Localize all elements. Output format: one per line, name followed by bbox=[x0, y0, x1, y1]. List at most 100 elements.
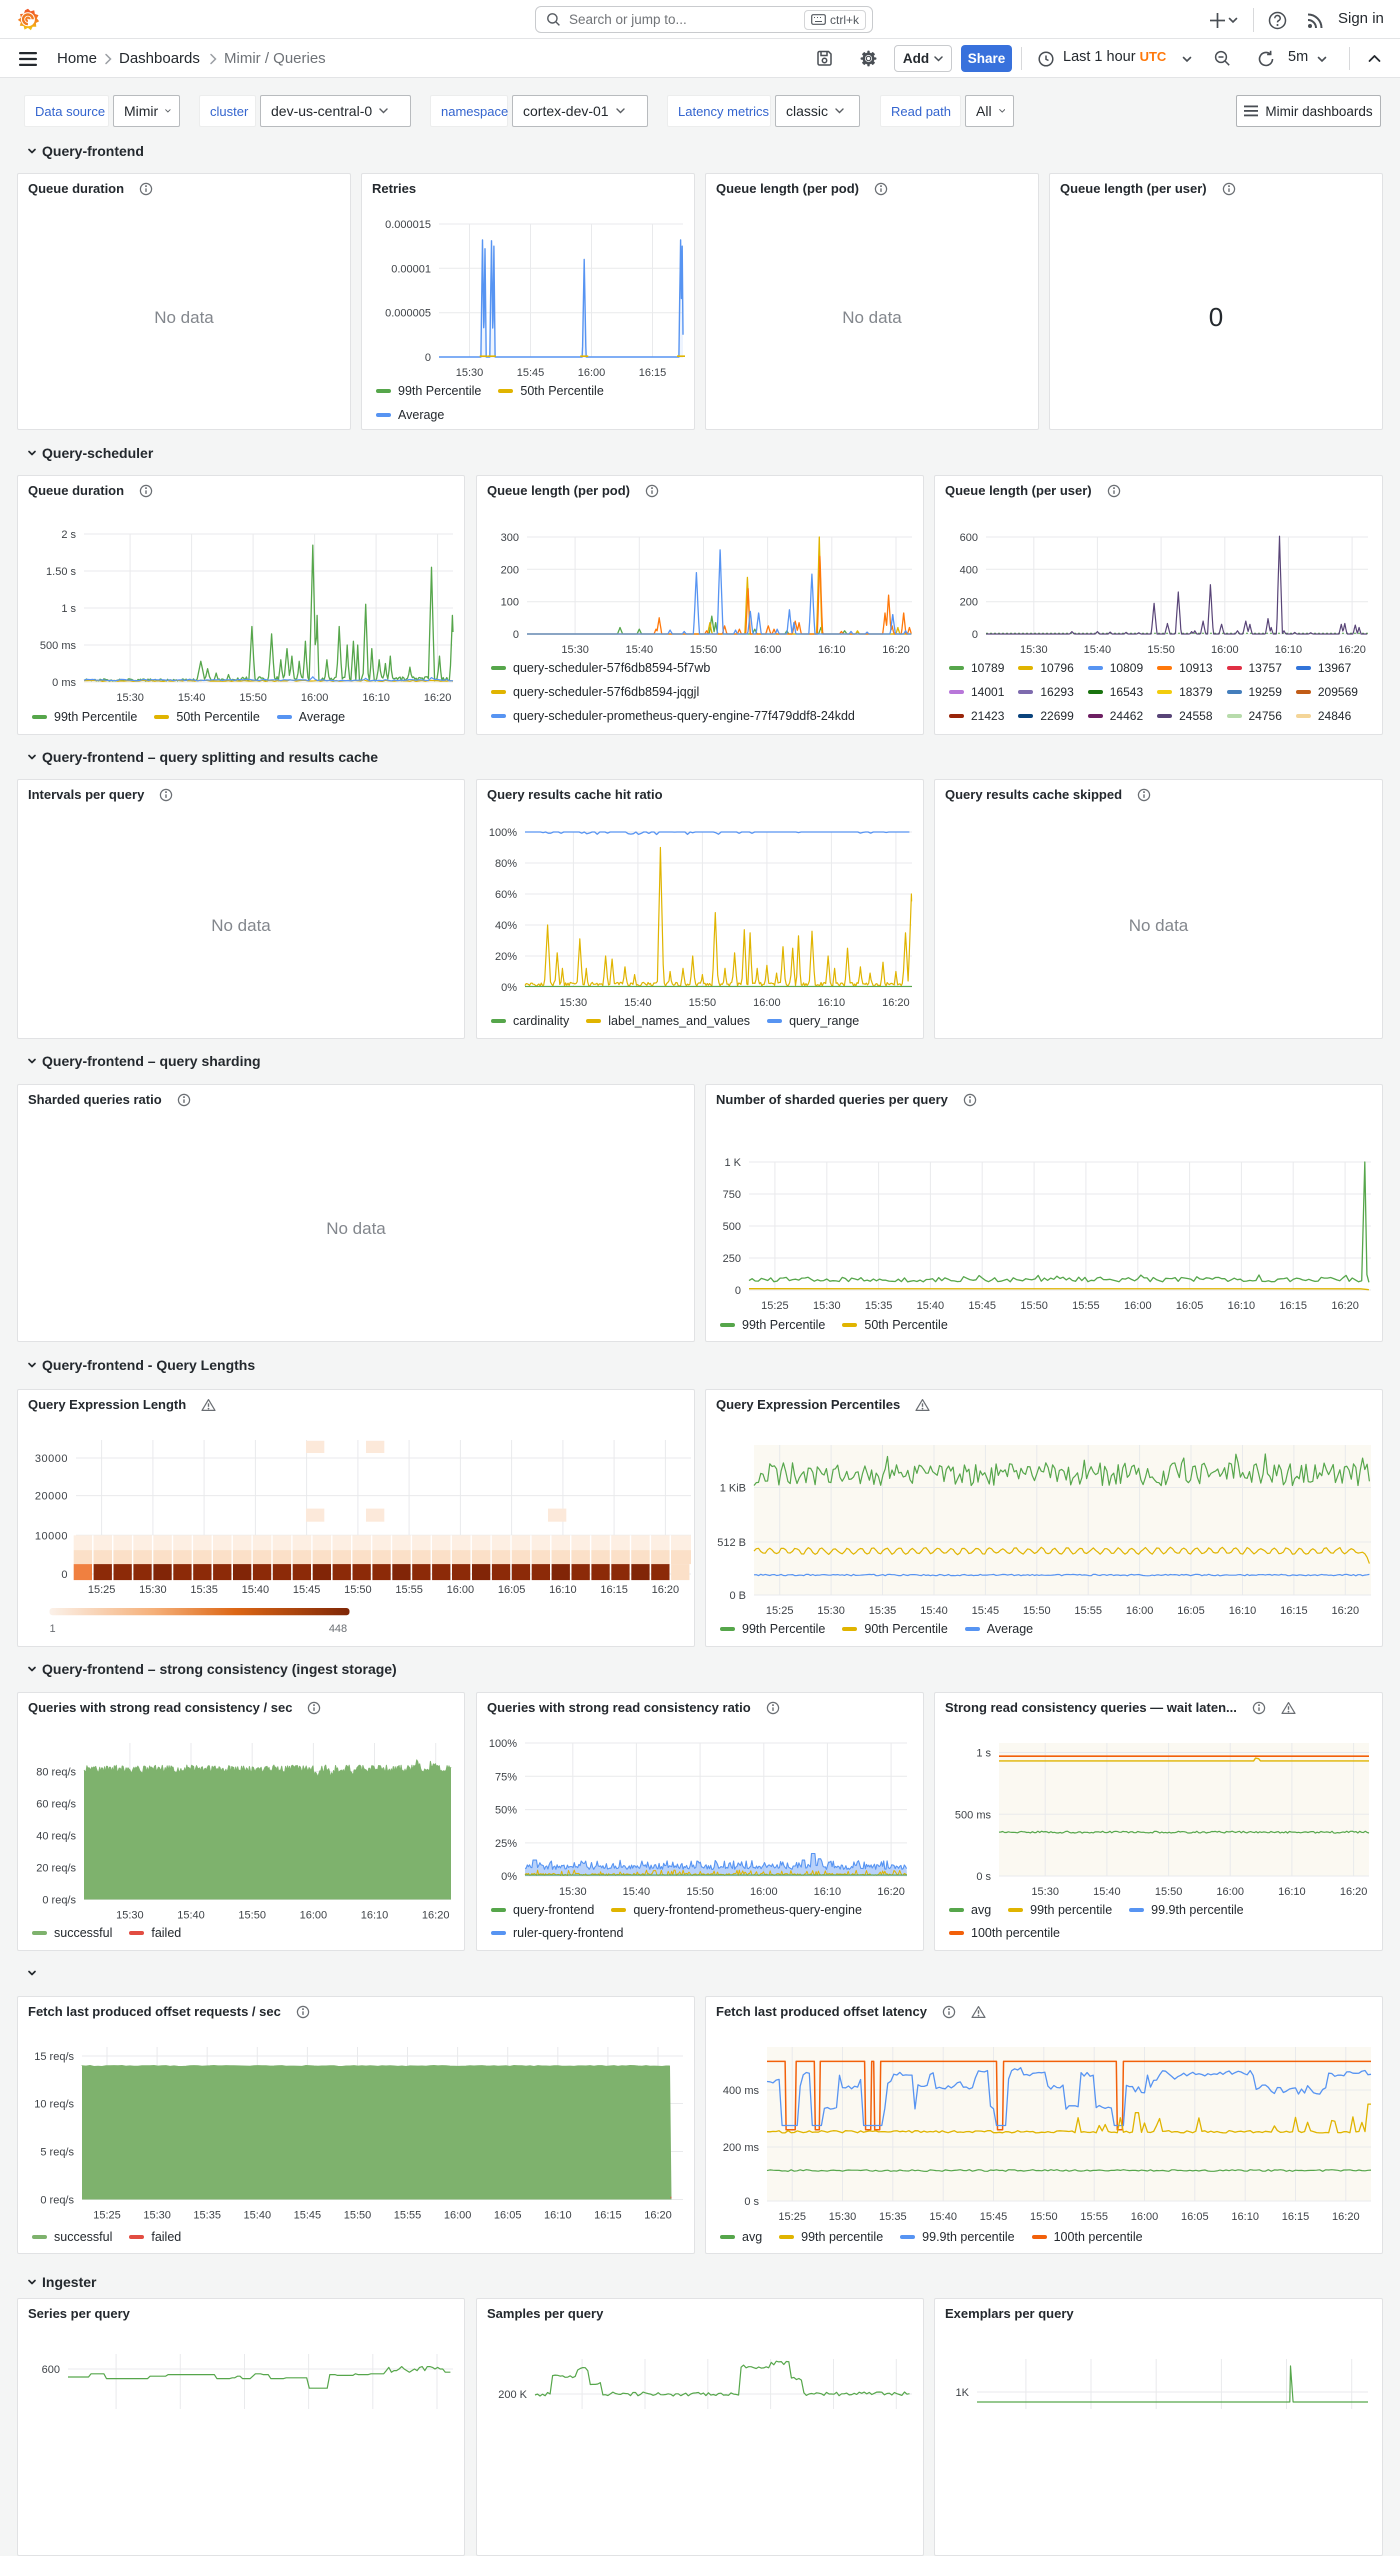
svg-text:15:55: 15:55 bbox=[1072, 1300, 1100, 1312]
svg-text:16:20: 16:20 bbox=[1331, 1300, 1359, 1312]
svg-text:16:20: 16:20 bbox=[1332, 2211, 1360, 2223]
svg-text:100: 100 bbox=[501, 597, 519, 609]
svg-text:15:35: 15:35 bbox=[190, 1584, 218, 1596]
svg-text:15:35: 15:35 bbox=[879, 2211, 907, 2223]
svg-text:15:25: 15:25 bbox=[761, 1300, 789, 1312]
svg-text:15:25: 15:25 bbox=[93, 2210, 121, 2222]
svg-text:15:45: 15:45 bbox=[980, 2211, 1008, 2223]
svg-text:0 s: 0 s bbox=[976, 1871, 991, 1883]
svg-text:15:30: 15:30 bbox=[817, 1605, 845, 1617]
svg-text:15:50: 15:50 bbox=[344, 2210, 372, 2222]
svg-text:15:40: 15:40 bbox=[1084, 644, 1112, 656]
svg-text:15:55: 15:55 bbox=[394, 2210, 422, 2222]
svg-text:60 req/s: 60 req/s bbox=[36, 1799, 76, 1811]
svg-text:0.000015: 0.000015 bbox=[385, 219, 431, 231]
svg-text:16:20: 16:20 bbox=[882, 644, 910, 656]
svg-text:200 K: 200 K bbox=[498, 2389, 527, 2401]
svg-text:15:30: 15:30 bbox=[116, 1910, 144, 1922]
svg-text:448: 448 bbox=[329, 1623, 347, 1635]
svg-text:15:35: 15:35 bbox=[869, 1605, 897, 1617]
svg-text:0 s: 0 s bbox=[744, 2196, 759, 2208]
svg-text:15:45: 15:45 bbox=[517, 367, 545, 379]
svg-text:16:00: 16:00 bbox=[300, 1910, 328, 1922]
svg-text:16:15: 16:15 bbox=[1280, 1605, 1308, 1617]
svg-text:16:05: 16:05 bbox=[1177, 1605, 1205, 1617]
svg-text:25%: 25% bbox=[495, 1838, 517, 1850]
svg-text:5 req/s: 5 req/s bbox=[40, 2147, 74, 2159]
svg-text:16:20: 16:20 bbox=[882, 997, 910, 1009]
svg-text:0: 0 bbox=[425, 352, 431, 364]
svg-text:0: 0 bbox=[972, 629, 978, 641]
svg-text:20%: 20% bbox=[495, 951, 517, 963]
svg-text:15:30: 15:30 bbox=[829, 2211, 857, 2223]
svg-text:16:05: 16:05 bbox=[1181, 2211, 1209, 2223]
svg-text:16:20: 16:20 bbox=[652, 1584, 680, 1596]
svg-text:16:00: 16:00 bbox=[1124, 1300, 1152, 1312]
svg-text:16:00: 16:00 bbox=[1126, 1605, 1154, 1617]
svg-text:16:15: 16:15 bbox=[594, 2210, 622, 2222]
svg-text:15:30: 15:30 bbox=[456, 367, 484, 379]
svg-text:16:20: 16:20 bbox=[877, 1886, 905, 1898]
svg-text:15:50: 15:50 bbox=[1020, 1300, 1048, 1312]
svg-text:0: 0 bbox=[513, 629, 519, 641]
svg-text:16:00: 16:00 bbox=[1131, 2211, 1159, 2223]
svg-text:0%: 0% bbox=[501, 1871, 517, 1883]
svg-text:15:45: 15:45 bbox=[968, 1300, 996, 1312]
svg-text:1.50 s: 1.50 s bbox=[46, 566, 76, 578]
svg-text:100%: 100% bbox=[489, 1738, 517, 1750]
svg-text:16:15: 16:15 bbox=[639, 367, 667, 379]
svg-text:16:10: 16:10 bbox=[362, 692, 390, 704]
svg-text:1 K: 1 K bbox=[724, 1157, 741, 1169]
svg-text:15:30: 15:30 bbox=[561, 644, 589, 656]
svg-text:15:40: 15:40 bbox=[626, 644, 654, 656]
svg-text:1K: 1K bbox=[956, 2387, 970, 2399]
svg-text:0: 0 bbox=[61, 1569, 68, 1581]
svg-text:16:10: 16:10 bbox=[1278, 1886, 1306, 1898]
svg-text:16:00: 16:00 bbox=[578, 367, 606, 379]
svg-text:15:40: 15:40 bbox=[624, 997, 652, 1009]
svg-text:15:45: 15:45 bbox=[972, 1605, 1000, 1617]
svg-text:60%: 60% bbox=[495, 889, 517, 901]
svg-text:80%: 80% bbox=[495, 858, 517, 870]
svg-text:2 s: 2 s bbox=[61, 529, 76, 541]
svg-text:16:20: 16:20 bbox=[1332, 1605, 1360, 1617]
svg-text:0%: 0% bbox=[501, 982, 517, 994]
svg-text:16:10: 16:10 bbox=[1231, 2211, 1259, 2223]
svg-text:16:00: 16:00 bbox=[444, 2210, 472, 2222]
svg-text:16:05: 16:05 bbox=[494, 2210, 522, 2222]
svg-text:16:10: 16:10 bbox=[1275, 644, 1303, 656]
svg-text:15:55: 15:55 bbox=[1074, 1605, 1102, 1617]
svg-text:0.00001: 0.00001 bbox=[391, 263, 431, 275]
svg-text:15:25: 15:25 bbox=[766, 1605, 794, 1617]
svg-text:15:55: 15:55 bbox=[395, 1584, 423, 1596]
svg-text:400 ms: 400 ms bbox=[723, 2085, 760, 2097]
svg-text:1 s: 1 s bbox=[61, 603, 76, 615]
svg-text:16:00: 16:00 bbox=[753, 997, 781, 1009]
svg-text:500 ms: 500 ms bbox=[40, 640, 77, 652]
svg-text:15:30: 15:30 bbox=[139, 1584, 167, 1596]
svg-text:16:00: 16:00 bbox=[754, 644, 782, 656]
svg-text:250: 250 bbox=[723, 1253, 741, 1265]
svg-text:15:30: 15:30 bbox=[1031, 1886, 1059, 1898]
svg-text:30000: 30000 bbox=[35, 1453, 68, 1465]
svg-text:15:50: 15:50 bbox=[238, 1910, 266, 1922]
svg-text:16:10: 16:10 bbox=[814, 1886, 842, 1898]
svg-text:16:00: 16:00 bbox=[301, 692, 329, 704]
svg-text:20 req/s: 20 req/s bbox=[36, 1863, 76, 1875]
svg-text:500 ms: 500 ms bbox=[955, 1809, 992, 1821]
svg-text:15:50: 15:50 bbox=[690, 644, 718, 656]
svg-text:16:15: 16:15 bbox=[1279, 1300, 1307, 1312]
svg-text:16:15: 16:15 bbox=[1282, 2211, 1310, 2223]
svg-text:15:40: 15:40 bbox=[623, 1886, 651, 1898]
svg-text:15:55: 15:55 bbox=[1080, 2211, 1108, 2223]
svg-text:15:40: 15:40 bbox=[178, 692, 206, 704]
svg-text:15:40: 15:40 bbox=[920, 1605, 948, 1617]
svg-text:16:20: 16:20 bbox=[424, 692, 452, 704]
svg-text:512 B: 512 B bbox=[717, 1537, 746, 1549]
svg-text:15:40: 15:40 bbox=[917, 1300, 945, 1312]
svg-text:15:35: 15:35 bbox=[193, 2210, 221, 2222]
svg-text:0 ms: 0 ms bbox=[52, 677, 76, 689]
svg-text:80 req/s: 80 req/s bbox=[36, 1767, 76, 1779]
svg-text:15:50: 15:50 bbox=[1023, 1605, 1051, 1617]
svg-text:10000: 10000 bbox=[35, 1530, 68, 1542]
